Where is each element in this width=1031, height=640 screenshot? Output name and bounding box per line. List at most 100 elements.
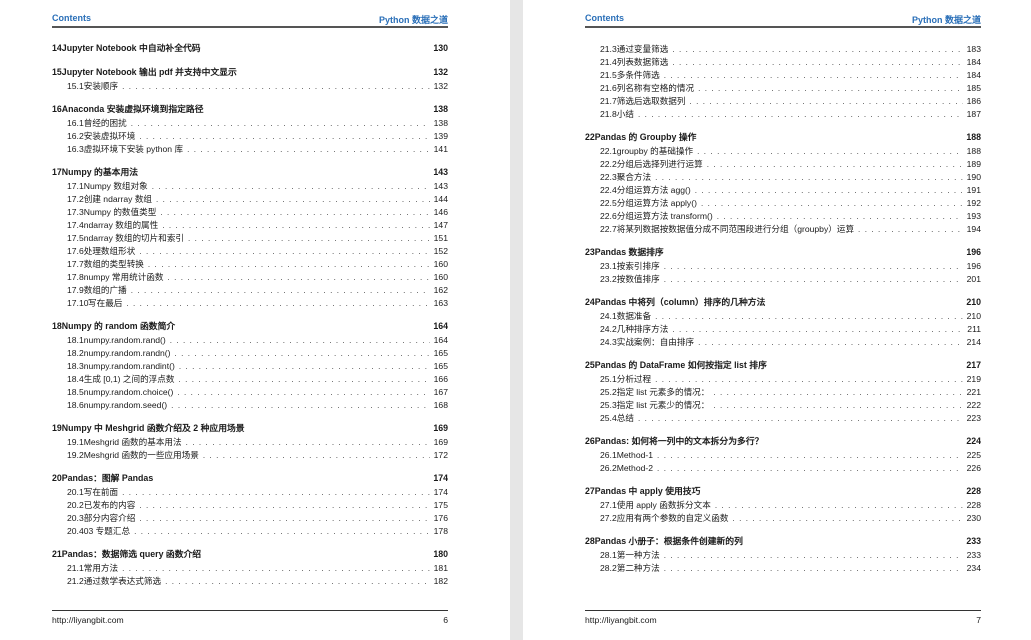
toc-entry-number: 24.1 (600, 311, 617, 321)
footer-url[interactable]: http://liyangbit.com (585, 615, 657, 625)
toc-entry-number: 17.9 (67, 285, 84, 295)
dot-leader (655, 310, 963, 323)
toc-entry-number: 17.6 (67, 246, 84, 256)
toc-entry-title: Pandas：数据筛选 query 函数介绍 (61, 549, 202, 559)
toc-entry-title: 多条件筛选 (616, 70, 660, 80)
toc-entry-title: 虚拟环境下安装 python 库 (83, 144, 184, 154)
toc-chapter-link[interactable]: 14 Jupyter Notebook 中自动补全代码 130 (52, 42, 448, 56)
toc-chapter-link[interactable]: 26 Pandas: 如何将一列中的文本拆分为多行？ 224 (585, 435, 981, 449)
toc-entry-number: 17 (52, 167, 62, 177)
toc-chapter-link[interactable]: 25 Pandas 的 DataFrame 如何按指定 list 排序 217 (585, 359, 981, 373)
toc-entry-page: 138 (433, 118, 448, 128)
toc-entry-page: 132 (433, 67, 448, 77)
toc-section-link[interactable]: 27.1使用 apply 函数拆分文本 228 (585, 499, 981, 512)
toc-chapter-link[interactable]: 15 Jupyter Notebook 输出 pdf 并支持中文显示 132 (52, 66, 448, 80)
toc-section-link[interactable]: 25.3指定 list 元素少的情况： 222 (585, 399, 981, 412)
toc-section-link[interactable]: 20.403 专题汇总 178 (52, 525, 448, 538)
toc-chapter-link[interactable]: 28 Pandas 小册子：根据条件创建新的列 233 (585, 535, 981, 549)
toc-section-link[interactable]: 25.2指定 list 元素多的情况： 221 (585, 386, 981, 399)
toc-chapter-link[interactable]: 21 Pandas：数据筛选 query 函数介绍 180 (52, 548, 448, 562)
footer-url[interactable]: http://liyangbit.com (52, 615, 124, 625)
toc-entry-number: 28.2 (600, 563, 617, 573)
toc-chapter-link[interactable]: 17 Numpy 的基本用法 143 (52, 166, 448, 180)
toc-chapter-link[interactable]: 20 Pandas：图解 Pandas 174 (52, 472, 448, 486)
toc-entry-page: 196 (966, 261, 981, 271)
toc-entry-title: 写在最后 (88, 298, 123, 308)
toc-entry-title: 聚合方法 (616, 172, 652, 182)
toc-entry-page: 222 (966, 400, 981, 410)
toc-entry-title: 分析过程 (616, 374, 652, 384)
toc-entry-title: 第一种方法 (616, 550, 660, 560)
toc-chapter-link[interactable]: 23 Pandas 数据排序 196 (585, 246, 981, 260)
toc-entry-page: 186 (966, 96, 981, 106)
toc-chapter-link[interactable]: 16 Anaconda 安装虚拟环境到指定路径 138 (52, 103, 448, 117)
toc-section-link[interactable]: 21.8小结 187 (585, 108, 981, 121)
toc-entry-page: 138 (433, 104, 448, 114)
toc-entry-number: 22.5 (600, 198, 617, 208)
toc-entry-number: 18 (52, 321, 62, 331)
toc-chapter-link[interactable]: 27 Pandas 中 apply 使用技巧 228 (585, 485, 981, 499)
toc-chapter-link[interactable]: 22 Pandas 的 Groupby 操作 188 (585, 131, 981, 145)
toc-chapter-link[interactable]: 18 Numpy 的 random 函数简介 164 (52, 320, 448, 334)
toc-chapter-link[interactable]: 19 Numpy 中 Meshgrid 函数介绍及 2 种应用场景 169 (52, 422, 448, 436)
toc-entry-number: 21.7 (600, 96, 617, 106)
dot-leader (655, 171, 963, 184)
toc-entry-number: 18.6 (67, 400, 84, 410)
toc-section-link[interactable]: 18.4生成 [0,1) 之间的浮点数 166 (52, 373, 448, 386)
toc-chapter-link[interactable]: 24 Pandas 中将列（column）排序的几种方法 210 (585, 296, 981, 310)
toc-section-link[interactable]: 17.2创建 ndarray 数组 144 (52, 193, 448, 206)
toc-entry-page: 167 (433, 387, 448, 397)
dot-leader (713, 399, 962, 412)
toc-section-link[interactable]: 25.4总结 223 (585, 412, 981, 425)
toc-entry-page: 143 (433, 167, 448, 177)
